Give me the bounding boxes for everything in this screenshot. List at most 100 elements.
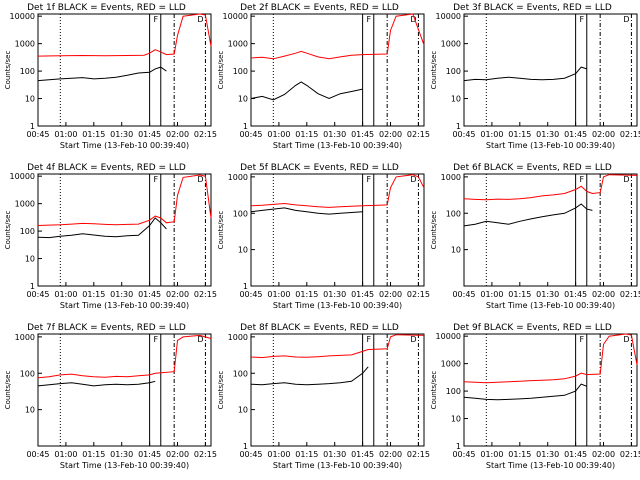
x-tick-label: 01:15 bbox=[295, 450, 318, 459]
series-red-line bbox=[463, 333, 638, 384]
plot-frame bbox=[250, 13, 425, 127]
flag-label: F bbox=[579, 175, 584, 184]
x-tick-label: 02:00 bbox=[166, 130, 189, 139]
x-tick-label: 02:15 bbox=[407, 130, 430, 139]
x-tick-label: 00:45 bbox=[452, 130, 475, 139]
x-tick-label: 02:00 bbox=[379, 290, 402, 299]
y-tick-label: 1000 bbox=[441, 173, 461, 182]
series-red-line bbox=[37, 174, 212, 226]
x-tick-label: 01:00 bbox=[480, 290, 503, 299]
panel-title: Det 8f BLACK = Events, RED = LLD bbox=[240, 323, 399, 333]
panel-title: Det 7f BLACK = Events, RED = LLD bbox=[27, 323, 186, 333]
panel-det-3: Det 3f BLACK = Events, RED = LLD 1 10 100 10… bbox=[430, 3, 640, 150]
x-tick-label: 02:00 bbox=[166, 450, 189, 459]
flag-label: D bbox=[410, 335, 416, 344]
flag-label: D bbox=[410, 175, 416, 184]
x-tick-label: 02:15 bbox=[620, 290, 640, 299]
panel-title: Det 9f BLACK = Events, RED = LLD bbox=[453, 323, 612, 333]
flag-label: F bbox=[153, 335, 158, 344]
x-tick-label: 02:00 bbox=[592, 290, 615, 299]
x-tick-label: 01:45 bbox=[138, 290, 161, 299]
x-tick-label: 01:45 bbox=[351, 290, 374, 299]
x-tick-label: 00:45 bbox=[26, 130, 49, 139]
x-tick-label: 02:15 bbox=[620, 450, 640, 459]
y-tick-label: 10000 bbox=[436, 332, 461, 341]
x-tick-label: 02:15 bbox=[620, 130, 640, 139]
panel-det-7: Det 7f BLACK = Events, RED = LLD 10 100 100… bbox=[4, 323, 217, 470]
x-tick-label: 01:00 bbox=[54, 130, 77, 139]
x-tick-label: 01:30 bbox=[110, 450, 133, 459]
series-red-line bbox=[37, 13, 212, 57]
panel-det-6: Det 6f BLACK = Events, RED = LLD 10 100 100… bbox=[430, 163, 640, 310]
x-tick-label: 02:00 bbox=[379, 130, 402, 139]
x-tick-label: 01:45 bbox=[138, 130, 161, 139]
x-tick-label: 02:15 bbox=[407, 290, 430, 299]
x-tick-label: 01:15 bbox=[82, 130, 105, 139]
y-tick-label: 10 bbox=[25, 95, 35, 104]
x-axis-label: Start Time (13-Feb-10 00:39:40) bbox=[60, 461, 189, 470]
x-tick-label: 02:15 bbox=[194, 450, 217, 459]
plot-frame bbox=[37, 333, 212, 447]
y-tick-label: 1 bbox=[30, 282, 35, 291]
y-tick-label: 1 bbox=[456, 122, 461, 131]
y-tick-label: 1 bbox=[456, 442, 461, 451]
y-tick-label: 100 bbox=[20, 369, 35, 378]
flag-label: D bbox=[623, 15, 629, 24]
series-black-line bbox=[250, 366, 369, 386]
y-tick-label: 1000 bbox=[15, 200, 35, 209]
flag-label: F bbox=[579, 335, 584, 344]
x-tick-label: 01:15 bbox=[508, 450, 531, 459]
y-tick-label: 10 bbox=[238, 406, 248, 415]
panel-det-4: Det 4f BLACK = Events, RED = LLD 1 10 100 10… bbox=[4, 163, 217, 310]
series-black-line bbox=[37, 380, 156, 387]
y-tick-label: 10 bbox=[238, 246, 248, 255]
y-axis-label: Counts/sec bbox=[430, 51, 438, 90]
x-tick-label: 00:45 bbox=[239, 290, 262, 299]
plot-frame bbox=[463, 333, 638, 447]
y-tick-label: 1 bbox=[243, 442, 248, 451]
flag-label: D bbox=[623, 175, 629, 184]
y-tick-label: 1000 bbox=[228, 40, 248, 49]
series-red-line bbox=[463, 174, 638, 201]
x-tick-label: 00:45 bbox=[239, 450, 262, 459]
series-black-line bbox=[250, 207, 363, 215]
y-tick-label: 1000 bbox=[441, 360, 461, 369]
series-black-line bbox=[250, 81, 363, 101]
x-tick-label: 00:45 bbox=[452, 290, 475, 299]
series-red-line bbox=[250, 13, 425, 60]
x-tick-label: 01:15 bbox=[508, 290, 531, 299]
plot-frame bbox=[463, 13, 638, 127]
plot-frame bbox=[37, 173, 212, 287]
y-tick-label: 10 bbox=[25, 255, 35, 264]
x-tick-label: 01:15 bbox=[82, 450, 105, 459]
y-tick-label: 10000 bbox=[10, 12, 35, 21]
y-axis-label: Counts/sec bbox=[4, 211, 12, 250]
y-axis-label: Counts/sec bbox=[217, 211, 225, 250]
x-tick-label: 01:15 bbox=[508, 130, 531, 139]
x-tick-label: 01:00 bbox=[54, 450, 77, 459]
y-tick-label: 1000 bbox=[228, 333, 248, 342]
flag-label: D bbox=[197, 15, 203, 24]
x-tick-label: 01:45 bbox=[351, 130, 374, 139]
y-tick-label: 1000 bbox=[15, 40, 35, 49]
y-tick-label: 10000 bbox=[223, 12, 248, 21]
x-tick-label: 00:45 bbox=[452, 450, 475, 459]
y-tick-label: 10 bbox=[451, 246, 461, 255]
series-red-line bbox=[250, 334, 425, 359]
x-tick-label: 01:45 bbox=[564, 130, 587, 139]
y-tick-label: 100 bbox=[446, 387, 461, 396]
x-axis-label: Start Time (13-Feb-10 00:39:40) bbox=[60, 141, 189, 150]
y-axis-label: Counts/sec bbox=[4, 371, 12, 410]
x-tick-label: 01:15 bbox=[295, 290, 318, 299]
y-tick-label: 10 bbox=[451, 415, 461, 424]
panel-det-5: Det 5f BLACK = Events, RED = LLD 1 10 100 10… bbox=[217, 163, 430, 310]
x-tick-label: 00:45 bbox=[239, 130, 262, 139]
x-tick-label: 02:00 bbox=[166, 290, 189, 299]
y-tick-label: 1 bbox=[243, 122, 248, 131]
panel-title: Det 6f BLACK = Events, RED = LLD bbox=[453, 163, 612, 173]
x-tick-label: 00:45 bbox=[26, 450, 49, 459]
x-tick-label: 02:00 bbox=[379, 450, 402, 459]
flag-label: D bbox=[197, 335, 203, 344]
x-tick-label: 01:00 bbox=[267, 290, 290, 299]
